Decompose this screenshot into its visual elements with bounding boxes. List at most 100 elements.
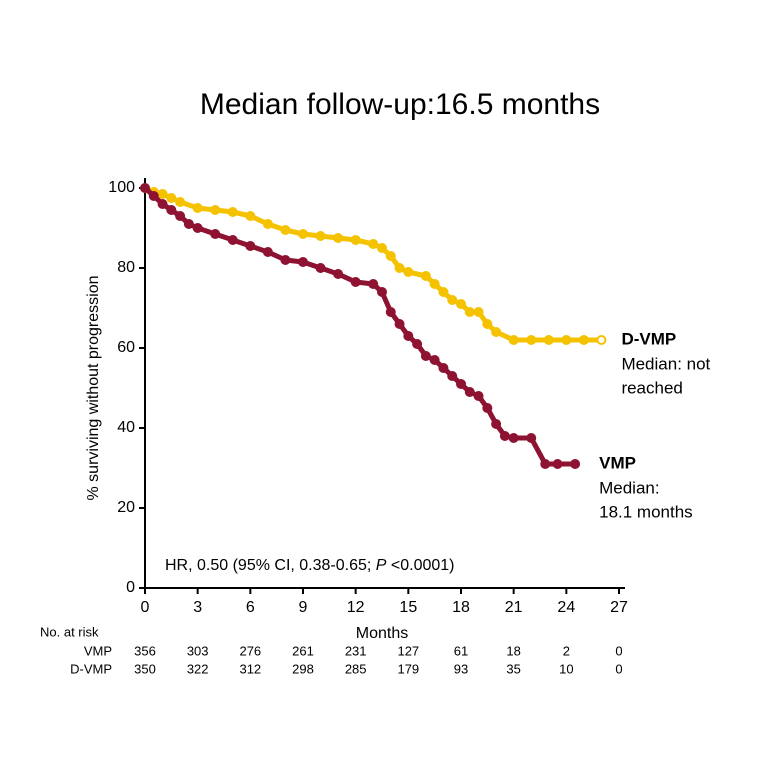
risk-count: 18 [506,643,520,658]
censor-mark [262,247,273,257]
x-tick-label: 3 [193,599,202,616]
risk-count: 93 [454,661,468,676]
censor-mark [157,199,168,209]
censor-mark [298,257,308,267]
risk-count: 179 [397,661,419,676]
censor-mark [175,211,186,221]
y-tick-label: 0 [126,579,135,596]
censor-mark [245,241,256,251]
censor-mark [227,207,238,217]
censor-mark [456,379,466,389]
censor-mark [315,231,326,241]
censor-mark [403,267,414,277]
censor-mark [420,271,431,281]
censor-mark [473,391,484,401]
risk-count: 276 [239,643,261,658]
censor-mark [596,335,607,345]
x-tick-label: 6 [246,599,255,616]
risk-count: 312 [239,661,261,676]
y-tick-label: 100 [108,179,135,196]
x-tick-label: 21 [505,599,523,616]
x-tick-label: 9 [299,599,308,616]
censor-mark [403,331,414,341]
median-label: Median: [599,478,659,497]
censor-mark [508,335,519,345]
risk-count: 0 [615,643,622,658]
chart-title: Median follow-up:16.5 months [200,88,600,121]
censor-mark [148,191,159,201]
censor-mark [394,263,405,273]
censor-mark [157,189,168,199]
censor-mark [429,279,440,289]
censor-mark [368,239,379,249]
x-tick-label: 27 [610,599,628,616]
hr-text: HR, 0.50 (95% CI, 0.38-0.65; [165,557,376,574]
risk-count: 298 [292,661,314,676]
median-label: 18.1 months [599,502,693,521]
risk-count: 231 [345,643,367,658]
risk-count: 356 [134,643,156,658]
series-label: VMP [599,453,636,472]
survival-line [143,186,576,467]
y-tick-label: 80 [117,259,135,276]
censor-mark [429,355,440,365]
censor-mark [385,307,396,317]
x-tick-label: 12 [347,599,365,616]
risk-count: 127 [397,643,419,658]
x-tick-label: 15 [399,599,417,616]
censor-mark [540,459,551,469]
risk-count: 61 [454,643,468,658]
risk-count: 303 [187,643,209,658]
censor-mark [385,251,396,261]
risk-count: 285 [345,661,367,676]
censor-mark [333,269,344,279]
y-tick-label: 40 [117,419,135,436]
censor-mark [438,363,449,373]
censor-mark [368,279,379,289]
y-tick-label: 60 [117,339,135,356]
censor-mark [561,335,572,345]
median-label: reached [621,378,682,397]
censor-mark [491,419,502,429]
y-axis-label: % surviving without progression [85,276,102,501]
x-axis-label: Months [356,625,408,642]
censor-mark [526,335,537,345]
censor-mark [464,387,475,397]
hr-annotation: HR, 0.50 (95% CI, 0.38-0.65; P <0.0001) [165,557,455,574]
censor-mark [499,431,510,441]
censor-mark [447,371,458,381]
censor-mark [491,327,502,337]
censor-mark [183,219,194,229]
risk-count: 2 [563,643,570,658]
censor-mark [438,287,449,297]
risk-count: 350 [134,661,156,676]
censor-mark [227,235,238,245]
censor-mark [280,225,291,235]
censor-mark [210,205,221,215]
risk-count: 322 [187,661,209,676]
censor-mark [140,183,150,193]
hr-p: P [376,557,387,574]
risk-row-label: D-VMP [70,661,112,676]
censor-mark [192,223,203,233]
censor-mark [473,307,484,317]
risk-count: 261 [292,643,314,658]
censor-mark [166,193,177,203]
censor-mark [350,277,361,287]
censor-mark [298,229,308,239]
censor-mark [377,243,387,253]
x-tick-label: 0 [141,599,150,616]
censor-mark [350,235,361,245]
series-label: D-VMP [621,329,676,348]
censor-mark [578,335,589,345]
censor-mark [570,459,581,469]
censor-mark [412,339,423,349]
censor-mark [192,203,203,213]
censor-mark [508,433,519,443]
censor-mark [482,403,493,413]
risk-count: 0 [615,661,622,676]
censor-mark [175,197,186,207]
median-label: Median: not [621,354,710,373]
censor-mark [210,229,221,239]
